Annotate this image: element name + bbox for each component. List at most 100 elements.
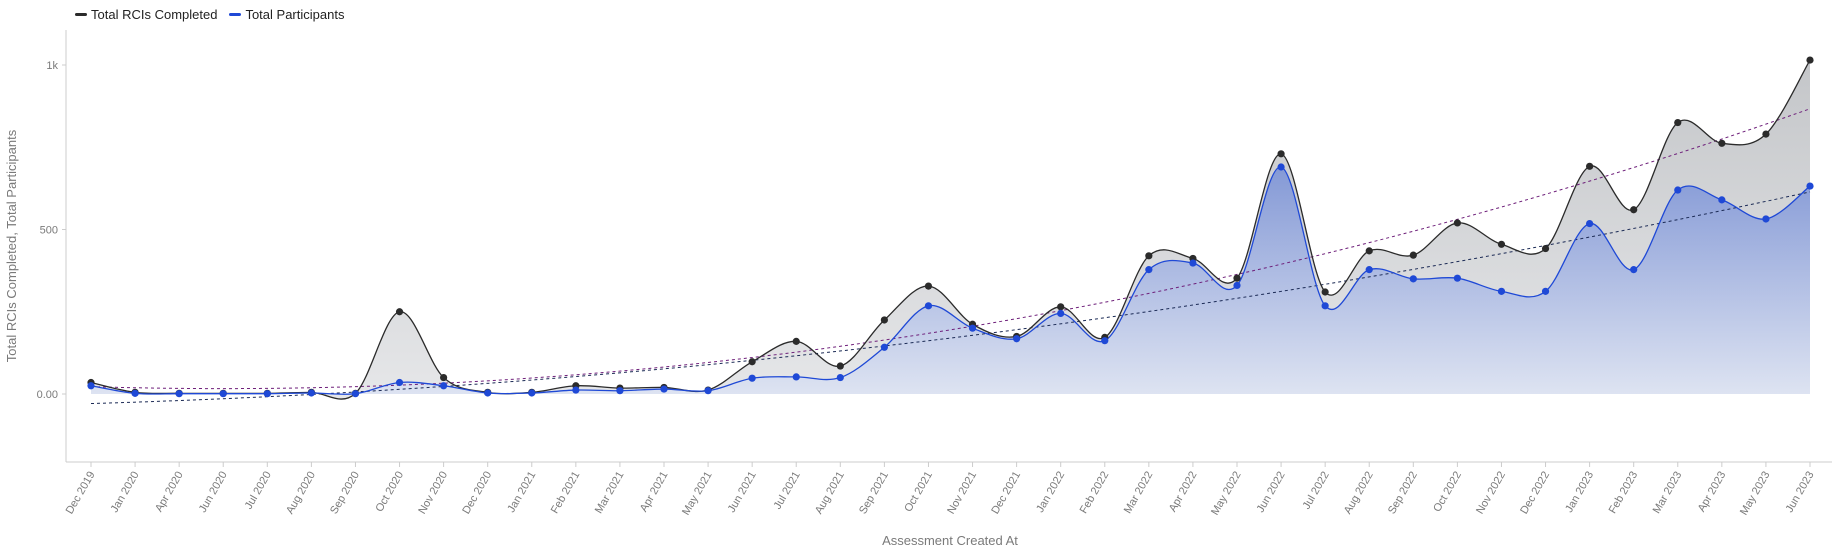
x-tick-label: Dec 2020: [460, 470, 494, 517]
point-participants: [1233, 281, 1241, 290]
point-rcis: [1233, 274, 1241, 282]
point-participants: [1630, 266, 1638, 274]
point-participants: [924, 302, 933, 310]
x-tick-label: Mar 2022: [1122, 470, 1156, 516]
x-tick-label: Oct 2020: [373, 470, 406, 515]
x-tick-label: Sep 2022: [1386, 470, 1420, 517]
point-participants: [572, 386, 580, 394]
area-participants: [91, 166, 1810, 395]
y-tick-label: 0.00: [37, 389, 58, 401]
point-rcis: [1145, 252, 1153, 260]
point-participants: [263, 390, 271, 398]
point-participants: [880, 343, 888, 351]
point-participants: [131, 389, 139, 397]
point-participants: [1541, 287, 1550, 295]
point-rcis: [1277, 150, 1285, 158]
point-rcis: [836, 362, 844, 370]
point-participants: [1674, 186, 1682, 194]
x-tick-label: Jun 2022: [1255, 470, 1288, 515]
point-rcis: [880, 316, 888, 324]
point-participants: [175, 390, 183, 398]
point-participants: [440, 382, 448, 390]
x-tick-label: Dec 2021: [989, 470, 1023, 517]
point-participants: [1057, 309, 1065, 317]
x-tick-label: Sep 2020: [328, 470, 362, 517]
point-participants: [704, 387, 712, 395]
x-tick-label: Jul 2021: [772, 470, 803, 512]
y-tick-label: 500: [40, 225, 58, 237]
x-tick-label: Apr 2020: [153, 470, 186, 515]
point-participants: [836, 373, 844, 382]
point-participants: [1586, 219, 1594, 228]
point-participants: [395, 378, 404, 387]
areas-group: [91, 60, 1810, 400]
point-participants: [748, 374, 756, 382]
point-participants: [1806, 182, 1814, 190]
legend-label-participants: Total Participants: [245, 7, 345, 22]
point-rcis: [1806, 56, 1814, 64]
x-tick-label: Jan 2023: [1563, 470, 1596, 515]
point-rcis: [1057, 303, 1065, 311]
legend-label-rcis: Total RCIs Completed: [91, 7, 218, 22]
point-participants: [1453, 274, 1461, 282]
x-tick-label: Feb 2023: [1607, 470, 1641, 516]
point-participants: [87, 382, 95, 390]
points-group: [87, 56, 1814, 398]
x-tick-label: Jun 2023: [1784, 470, 1817, 515]
point-rcis: [1586, 162, 1594, 170]
point-rcis: [1718, 139, 1726, 147]
x-tick-label: Sep 2021: [857, 470, 891, 517]
point-participants: [616, 387, 624, 395]
point-rcis: [1365, 247, 1373, 255]
y-tick-label: 1k: [46, 60, 58, 72]
point-rcis: [924, 282, 933, 290]
point-rcis: [395, 308, 404, 316]
x-tick-label: Apr 2021: [638, 470, 671, 515]
x-tick-label: Jul 2022: [1301, 470, 1332, 512]
trendlines-group: [90, 108, 1811, 405]
point-participants: [792, 373, 800, 381]
x-tick-label: Aug 2022: [1342, 470, 1376, 517]
x-tick-label: Dec 2022: [1518, 470, 1552, 517]
point-participants: [1101, 337, 1109, 345]
point-participants: [484, 389, 492, 397]
point-rcis: [792, 337, 800, 345]
x-tick-label: Jan 2022: [1034, 470, 1067, 515]
point-participants: [307, 389, 315, 397]
point-participants: [1321, 302, 1329, 310]
legend-item-rcis[interactable]: Total RCIs Completed: [75, 7, 217, 22]
x-tick-label: Nov 2022: [1474, 470, 1508, 517]
point-rcis: [1453, 219, 1461, 227]
point-rcis: [1497, 240, 1506, 248]
point-participants: [1013, 335, 1021, 343]
point-rcis: [1321, 288, 1329, 296]
point-participants: [1409, 275, 1417, 283]
chart-legend: Total RCIs Completed Total Participants: [75, 7, 356, 22]
point-participants: [1718, 196, 1726, 204]
point-rcis: [1409, 251, 1417, 259]
x-tick-label: Apr 2023: [1696, 470, 1729, 515]
x-axis-title: Assessment Created At: [882, 533, 1018, 548]
legend-item-participants[interactable]: Total Participants: [229, 7, 344, 22]
point-participants: [1145, 266, 1153, 274]
x-tick-label: Aug 2020: [284, 470, 318, 517]
x-tick-label: May 2022: [1209, 470, 1244, 518]
point-rcis: [1541, 244, 1550, 253]
x-tick-label: Nov 2021: [945, 470, 979, 517]
point-participants: [660, 385, 668, 393]
point-participants: [1277, 163, 1285, 171]
point-rcis: [1762, 130, 1770, 138]
x-tick-label: Oct 2021: [902, 470, 935, 515]
x-tick-label: Feb 2022: [1078, 470, 1112, 516]
x-tick-label: May 2021: [680, 470, 715, 518]
point-participants: [1497, 287, 1506, 295]
point-rcis: [748, 358, 756, 366]
point-participants: [219, 390, 227, 398]
x-tick-label: Jun 2020: [197, 470, 230, 515]
point-participants: [1365, 266, 1373, 274]
x-tick-label: Jun 2021: [726, 470, 759, 515]
x-tick-label: Apr 2022: [1167, 470, 1200, 515]
y-axis-title: Total RCIs Completed, Total Participants: [4, 129, 19, 362]
